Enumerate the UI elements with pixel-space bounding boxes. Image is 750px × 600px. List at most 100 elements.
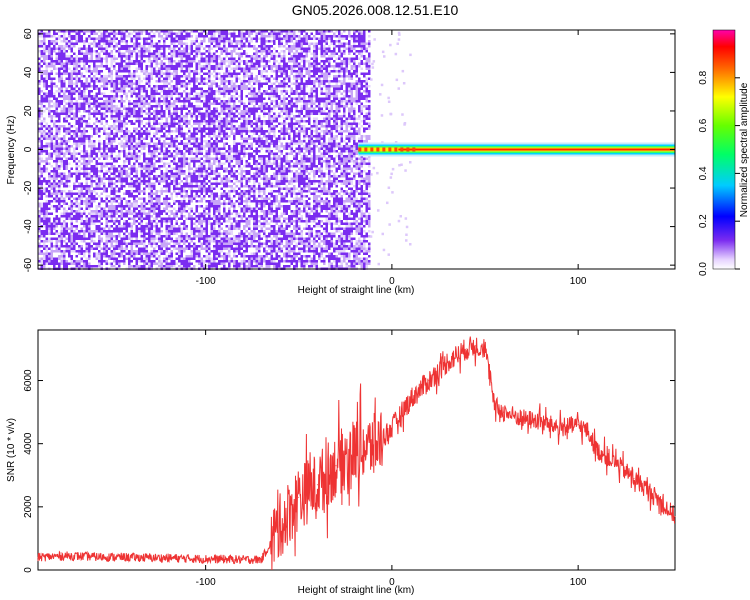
spectrogram-cell xyxy=(93,87,96,90)
spectrogram-cell xyxy=(183,215,186,218)
spectrogram-cell xyxy=(195,52,198,55)
spectrogram-cell xyxy=(120,35,123,38)
spectrogram-cell xyxy=(88,190,91,193)
spectrogram-cell xyxy=(40,95,43,98)
spectrogram-cell xyxy=(118,225,121,228)
spectrogram-cell xyxy=(185,112,188,115)
spectrogram-cell xyxy=(100,187,103,190)
spectrogram-cell xyxy=(175,237,178,240)
spectrogram-cell xyxy=(148,120,151,123)
spectrogram-cell xyxy=(110,165,113,168)
spectrogram-cell xyxy=(215,202,218,205)
spectrogram-cell xyxy=(208,190,211,193)
spectrogram-cell xyxy=(88,50,91,53)
spectrogram-cell xyxy=(48,130,51,133)
spectrogram-cell xyxy=(163,122,166,125)
spectrogram-cell xyxy=(195,92,198,95)
spectrogram-cell xyxy=(120,90,123,93)
spectrogram-cell xyxy=(173,120,176,123)
spectrogram-cell xyxy=(130,185,133,188)
spectrogram-cell xyxy=(150,100,153,103)
spectrogram-cell xyxy=(95,65,98,68)
spectrogram-cell xyxy=(110,207,113,210)
spectrogram-cell xyxy=(58,142,61,145)
spectrogram-cell xyxy=(188,187,191,190)
spectrogram-cell xyxy=(205,227,208,230)
spectrogram-cell xyxy=(198,67,201,70)
spectrogram-cell xyxy=(150,225,153,228)
spectrogram-cell xyxy=(40,105,43,108)
spectrogram-cell xyxy=(190,222,193,225)
spectrogram-cell xyxy=(163,180,166,183)
spectrogram-cell xyxy=(80,85,83,88)
spectrogram-cell xyxy=(110,125,113,128)
spectrogram-cell xyxy=(130,55,133,58)
spectrogram-cell xyxy=(68,32,71,35)
spectrogram-cell xyxy=(173,40,176,43)
spectrogram-cell xyxy=(123,55,126,58)
spectrogram-cell xyxy=(95,177,98,180)
spectrogram-cell xyxy=(195,250,198,253)
spectrogram-cell xyxy=(140,32,143,35)
spectrogram-cell xyxy=(55,130,58,133)
spectrogram-cell xyxy=(78,62,81,65)
spectrogram-cell xyxy=(185,265,188,268)
spectrogram-cell xyxy=(140,197,143,200)
spectrogram-cell xyxy=(178,260,181,263)
spectrogram-cell xyxy=(195,192,198,195)
spectrogram-cell xyxy=(80,192,83,195)
spectrogram-cell xyxy=(38,190,41,193)
spectrogram-cell xyxy=(113,60,116,63)
spectrogram-cell xyxy=(140,47,143,50)
spectrogram-cell xyxy=(70,75,73,78)
spectrogram-cell xyxy=(180,127,183,130)
spectrogram-cell xyxy=(60,237,63,240)
spectrogram-cell xyxy=(60,172,63,175)
spectrogram-cell xyxy=(170,52,173,55)
spectrogram-cell xyxy=(95,72,98,75)
spectrogram-cell xyxy=(38,80,41,83)
spectrogram-cell xyxy=(178,40,181,43)
spectrogram-cell xyxy=(45,107,48,110)
spectrogram-cell xyxy=(150,52,153,55)
spectrogram-cell xyxy=(205,132,208,135)
spectrogram-cell xyxy=(75,37,78,40)
spectrogram-cell xyxy=(73,60,76,63)
spectrogram-cell xyxy=(65,117,68,120)
spectrogram-cell xyxy=(70,62,73,65)
spectrogram-cell xyxy=(143,97,146,100)
spectrogram-cell xyxy=(175,45,178,48)
spectrogram-cell xyxy=(185,30,188,33)
spectrogram-cell xyxy=(113,170,116,173)
spectrogram-cell xyxy=(45,205,48,208)
spectrogram-cell xyxy=(138,210,141,213)
spectrogram-cell xyxy=(178,92,181,95)
spectrogram-cell xyxy=(165,80,168,83)
spectrogram-cell xyxy=(208,67,211,70)
spectrogram-cell xyxy=(193,162,196,165)
spectrogram-cell xyxy=(180,157,183,160)
spectrogram-cell xyxy=(103,75,106,78)
spectrogram-cell xyxy=(115,237,118,240)
spectrogram-cell xyxy=(165,150,168,153)
spectrogram-cell xyxy=(113,47,116,50)
spectrogram-cell xyxy=(143,147,146,150)
spectrogram-cell xyxy=(98,127,101,130)
spectrogram-cell xyxy=(205,140,208,143)
spectrogram-cell xyxy=(210,30,213,33)
spectrogram-cell xyxy=(123,237,126,240)
spectrogram-cell xyxy=(75,170,78,173)
spectrogram-cell xyxy=(213,135,216,138)
spectrogram-cell xyxy=(75,235,78,238)
spectrogram-cell xyxy=(70,220,73,223)
spectrogram-cell xyxy=(180,85,183,88)
spectrogram-cell xyxy=(218,62,221,65)
spectrogram-cell xyxy=(148,220,151,223)
spectrogram-cell xyxy=(173,190,176,193)
spectrogram-cell xyxy=(143,90,146,93)
spectrogram-cell xyxy=(100,165,103,168)
spectrogram-cell xyxy=(175,165,178,168)
spectrogram-cell xyxy=(78,247,81,250)
spectrogram-cell xyxy=(50,147,53,150)
spectrogram-cell xyxy=(158,205,161,208)
